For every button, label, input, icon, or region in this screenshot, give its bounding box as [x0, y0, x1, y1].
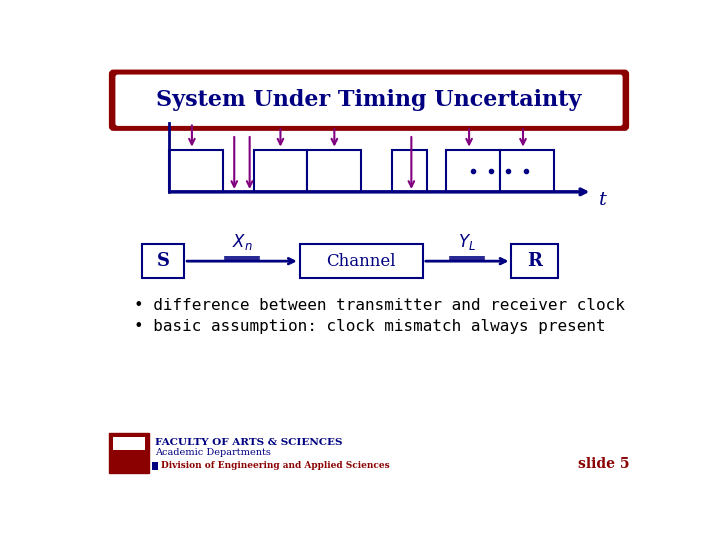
- Bar: [112, 450, 145, 461]
- Bar: [500, 150, 554, 192]
- Bar: [511, 244, 558, 278]
- Text: Academic Departments: Academic Departments: [155, 448, 271, 457]
- Text: $Y_L$: $Y_L$: [458, 232, 476, 252]
- Text: S: S: [156, 252, 169, 270]
- Text: R: R: [527, 252, 542, 270]
- Bar: [446, 150, 500, 192]
- Bar: [300, 244, 423, 278]
- Bar: [112, 437, 145, 461]
- Text: • basic assumption: clock mismatch always present: • basic assumption: clock mismatch alway…: [134, 319, 606, 334]
- Text: slide 5: slide 5: [577, 457, 629, 471]
- Bar: [253, 150, 307, 192]
- Text: Division of Engineering and Applied Sciences: Division of Engineering and Applied Scie…: [161, 462, 390, 470]
- Text: Channel: Channel: [327, 253, 396, 269]
- Bar: [109, 433, 149, 473]
- Text: $X_n$: $X_n$: [232, 232, 252, 252]
- Bar: [152, 462, 158, 470]
- FancyBboxPatch shape: [86, 59, 652, 486]
- FancyBboxPatch shape: [117, 76, 621, 125]
- Bar: [307, 150, 361, 192]
- Text: System Under Timing Uncertainty: System Under Timing Uncertainty: [156, 89, 582, 111]
- Bar: [142, 244, 184, 278]
- Bar: [392, 150, 427, 192]
- Bar: [168, 150, 222, 192]
- Text: t: t: [598, 191, 606, 208]
- Text: • difference between transmitter and receiver clock: • difference between transmitter and rec…: [134, 298, 625, 313]
- Text: FACULTY OF ARTS & SCIENCES: FACULTY OF ARTS & SCIENCES: [155, 437, 343, 447]
- FancyBboxPatch shape: [110, 71, 628, 130]
